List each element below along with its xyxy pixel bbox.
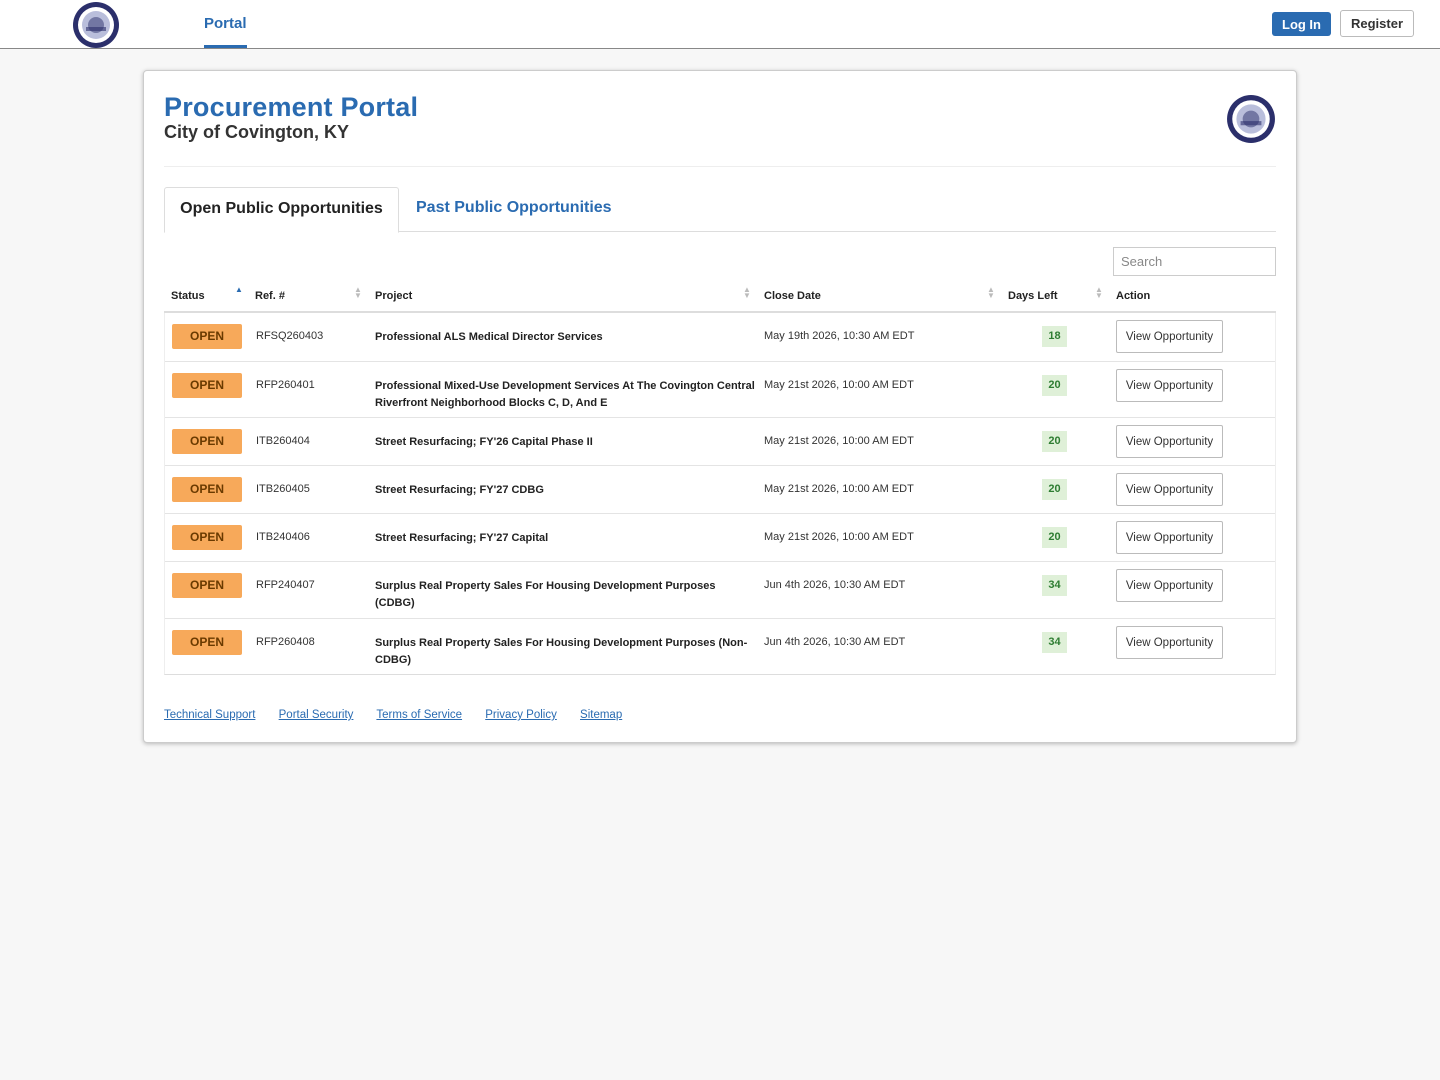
table-row: OPEN ITB260404 Street Resurfacing; FY'26… <box>165 417 1275 465</box>
ref-number: RFP240407 <box>256 579 315 591</box>
city-seal-icon <box>1227 95 1275 143</box>
project-name: Street Resurfacing; FY'27 Capital <box>375 532 549 544</box>
project-name: Street Resurfacing; FY'26 Capital Phase … <box>375 436 593 448</box>
days-left-badge: 34 <box>1042 575 1067 596</box>
opportunity-tabs: Open Public Opportunities Past Public Op… <box>164 187 1276 233</box>
col-header-project[interactable]: Project <box>375 290 413 302</box>
days-left-badge: 20 <box>1042 431 1067 452</box>
col-header-action: Action <box>1116 290 1151 302</box>
days-left-badge: 20 <box>1042 375 1067 396</box>
city-seal-logo[interactable] <box>72 1 120 49</box>
close-date: Jun 4th 2026, 10:30 AM EDT <box>764 636 906 648</box>
table-row: OPEN RFP240407 Surplus Real Property Sal… <box>165 561 1275 618</box>
view-opportunity-button[interactable]: View Opportunity <box>1116 569 1223 602</box>
ref-number: RFP260401 <box>256 379 315 391</box>
close-date: May 21st 2026, 10:00 AM EDT <box>764 483 914 495</box>
days-left-badge: 20 <box>1042 479 1067 500</box>
sort-arrows-icon[interactable]: ▲ ▼ <box>1095 285 1103 300</box>
project-name: Surplus Real Property Sales For Housing … <box>375 580 716 609</box>
close-date: May 21st 2026, 10:00 AM EDT <box>764 379 914 391</box>
ref-number: ITB240406 <box>256 531 310 543</box>
footer-link-privacy-policy[interactable]: Privacy Policy <box>485 709 557 721</box>
view-opportunity-button[interactable]: View Opportunity <box>1116 320 1223 353</box>
project-name: Professional Mixed-Use Development Servi… <box>375 380 755 409</box>
project-name: Surplus Real Property Sales For Housing … <box>375 637 748 666</box>
col-header-ref[interactable]: Ref. # <box>255 290 285 302</box>
status-badge: OPEN <box>172 373 242 398</box>
status-badge: OPEN <box>172 525 242 550</box>
status-badge: OPEN <box>172 429 242 454</box>
sort-arrows-icon[interactable]: ▲ ▼ <box>354 285 362 300</box>
table-header: Status ▲ Ref. # ▲ ▼ Project ▲ ▼ Close Date… <box>164 281 1276 313</box>
days-left-badge: 20 <box>1042 527 1067 548</box>
view-opportunity-button[interactable]: View Opportunity <box>1116 521 1223 554</box>
col-header-days-left[interactable]: Days Left <box>1008 290 1058 302</box>
view-opportunity-button[interactable]: View Opportunity <box>1116 369 1223 402</box>
table-row: OPEN RFP260408 Surplus Real Property Sal… <box>165 618 1275 674</box>
footer-links: Technical Support Portal Security Terms … <box>164 709 642 721</box>
view-opportunity-button[interactable]: View Opportunity <box>1116 473 1223 506</box>
sort-arrows-icon[interactable]: ▲ <box>235 285 243 294</box>
close-date: May 21st 2026, 10:00 AM EDT <box>764 435 914 447</box>
status-badge: OPEN <box>172 324 242 349</box>
ref-number: RFSQ260403 <box>256 330 324 342</box>
project-name: Professional ALS Medical Director Servic… <box>375 331 603 343</box>
sort-arrows-icon[interactable]: ▲ ▼ <box>743 285 751 300</box>
search-input[interactable] <box>1113 247 1276 276</box>
days-left-badge: 34 <box>1042 632 1067 653</box>
tab-open-opportunities[interactable]: Open Public Opportunities <box>164 187 399 233</box>
table-row: OPEN ITB260405 Street Resurfacing; FY'27… <box>165 465 1275 513</box>
tab-past-opportunities[interactable]: Past Public Opportunities <box>416 199 612 216</box>
login-button[interactable]: Log In <box>1272 12 1331 36</box>
status-badge: OPEN <box>172 630 242 655</box>
footer-link-portal-security[interactable]: Portal Security <box>278 709 354 721</box>
page-title: Procurement Portal <box>164 92 419 122</box>
days-left-badge: 18 <box>1042 326 1067 347</box>
table-row: OPEN RFP260401 Professional Mixed-Use De… <box>165 361 1275 417</box>
table-row: OPEN RFSQ260403 Professional ALS Medical… <box>165 313 1275 361</box>
ref-number: RFP260408 <box>256 636 315 648</box>
status-badge: OPEN <box>172 573 242 598</box>
top-navbar: Portal Log In Register <box>0 0 1440 49</box>
header-divider <box>164 166 1276 167</box>
opportunities-table: Status ▲ Ref. # ▲ ▼ Project ▲ ▼ Close Date… <box>164 281 1276 675</box>
footer-link-sitemap[interactable]: Sitemap <box>580 709 623 721</box>
close-date: May 19th 2026, 10:30 AM EDT <box>764 330 915 342</box>
close-date: May 21st 2026, 10:00 AM EDT <box>764 531 914 543</box>
col-header-status[interactable]: Status <box>171 290 205 302</box>
nav-portal-label: Portal <box>204 15 247 32</box>
col-header-close-date[interactable]: Close Date <box>764 290 821 302</box>
table-row: OPEN ITB240406 Street Resurfacing; FY'27… <box>165 513 1275 561</box>
page-subtitle: City of Covington, KY <box>164 122 349 142</box>
status-badge: OPEN <box>172 477 242 502</box>
ref-number: ITB260404 <box>256 435 310 447</box>
table-body: OPEN RFSQ260403 Professional ALS Medical… <box>164 313 1276 675</box>
register-button[interactable]: Register <box>1340 10 1414 37</box>
ref-number: ITB260405 <box>256 483 310 495</box>
nav-portal-link[interactable]: Portal <box>204 0 247 48</box>
footer-link-technical-support[interactable]: Technical Support <box>164 709 256 721</box>
view-opportunity-button[interactable]: View Opportunity <box>1116 626 1223 659</box>
footer-link-terms-of-service[interactable]: Terms of Service <box>376 709 463 721</box>
view-opportunity-button[interactable]: View Opportunity <box>1116 425 1223 458</box>
close-date: Jun 4th 2026, 10:30 AM EDT <box>764 579 906 591</box>
main-card: Procurement Portal City of Covington, KY… <box>143 70 1297 743</box>
project-name: Street Resurfacing; FY'27 CDBG <box>375 484 544 496</box>
sort-arrows-icon[interactable]: ▲ ▼ <box>987 285 995 300</box>
